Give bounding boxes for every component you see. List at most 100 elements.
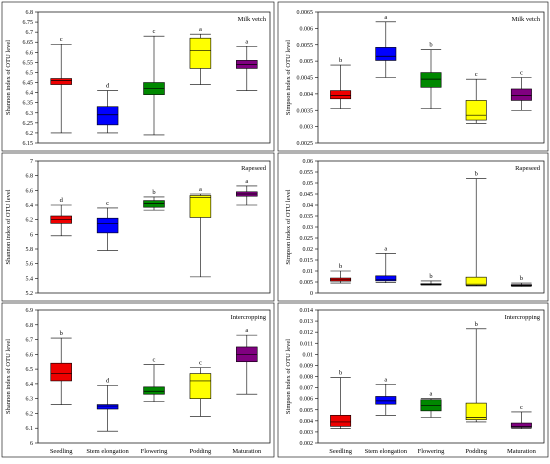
x-category-label: Flowering [141,448,168,455]
significance-letter: a [245,38,248,45]
significance-letter: d [106,83,110,90]
y-tick-label: 6.15 [23,141,34,147]
significance-letter: c [520,70,523,77]
plot-area [37,160,271,294]
plot-area [37,309,271,444]
y-tick-label: 0.0025 [297,141,314,147]
y-tick-label: 6.8 [26,10,34,16]
significance-letter: b [60,330,63,337]
y-tick-label: 0.004 [300,419,314,425]
y-tick-label: 0.003 [300,430,314,436]
y-tick-label: 0.012 [300,330,314,336]
y-tick-label: 6.4 [26,91,34,97]
y-tick-label: 0.05 [303,181,314,187]
significance-letter: a [199,26,202,33]
y-tick-label: 5.8 [26,247,34,253]
iqr-box [375,47,397,61]
chart-panel-4: 0 0.005 0.01 0.015 0.02 0.025 0.03 0.035 0.04 0.0… [277,152,549,302]
y-tick-label: 0.009 [300,363,314,369]
y-axis-label: Simpson index of OTU level [285,189,292,264]
y-axis-label: Shannon index of OTU level [5,40,12,115]
box-flowering: b [420,42,442,109]
significance-letter: c [153,357,156,364]
y-tick-label: 0.007 [300,386,314,392]
y-tick-label: 0.01 [303,352,314,358]
iqr-box [96,106,119,126]
box-podding: b [465,171,487,287]
significance-letter: b [475,171,478,178]
y-tick-label: 0.045 [300,192,314,198]
x-category-label: Seedling [50,448,73,455]
y-tick-label: 0.035 [300,214,314,220]
significance-letter: b [339,370,342,377]
plot-area [37,11,271,144]
iqr-box [143,386,165,395]
significance-letter: d [60,197,64,204]
y-tick-label: 6.9 [26,308,34,314]
box-stem-elongation: d [96,377,119,432]
box-maturation: c [510,404,532,429]
box-maturation: c [510,70,532,111]
box-flowering: c [143,28,165,136]
significance-letter: b [339,57,342,64]
y-tick-label: 6.2 [26,218,34,224]
chart-panel-3: 5.2 5.4 5.6 5.8 6 6.2 6.4 6.6 6.8 7 Shannon index … [1,152,275,302]
y-tick-label: 6.7 [26,338,34,344]
iqr-box [143,200,165,208]
y-tick-label: 6.2 [26,131,34,137]
y-tick-label: 5.4 [26,276,34,282]
y-tick-label: 0.015 [300,258,314,264]
y-tick-label: 6.6 [26,50,34,56]
iqr-box [510,422,532,428]
y-tick-label: 5.2 [26,291,34,297]
iqr-box [465,402,487,421]
y-tick-label: 6.3 [26,397,34,403]
panel-title: Intercropping [231,314,267,321]
box-stem-elongation: d [96,83,119,134]
y-tick-label: 6 [30,232,33,238]
y-axis-label: Shannon index of OTU level [5,339,12,414]
x-category-label: Podding [190,448,212,455]
box-podding: c [465,71,487,124]
box-seedling: c [50,36,72,134]
box-seedling: d [50,197,72,237]
y-tick-label: 0.006 [300,26,314,32]
y-tick-label: 0.004 [300,92,314,98]
significance-letter: c [106,200,109,207]
iqr-box [50,78,72,85]
y-tick-label: 0.01 [303,269,314,275]
y-tick-label: 0.0055 [297,43,314,49]
iqr-box [189,37,212,69]
x-category-label: Stem elongation [86,448,129,455]
panel-title: Milk vetch [512,16,541,23]
chart-panel-1: 6.15 6.2 6.25 6.3 6.35 6.4 6.45 6.5 6.55 6.6 6.65 6… [1,1,275,152]
y-tick-label: 6.6 [26,352,34,358]
significance-letter: d [106,377,110,384]
box-maturation: a [236,38,258,91]
y-tick-label: 0.013 [300,319,314,325]
y-tick-label: 0.006 [300,397,314,403]
box-podding: a [189,26,212,85]
panel-frame [1,302,275,458]
y-tick-label: 6.55 [23,60,34,66]
y-tick-label: 6.3 [26,111,34,117]
significance-letter: b [475,321,478,328]
y-tick-label: 6.8 [26,174,34,180]
y-tick-label: 6.8 [26,323,34,329]
y-tick-label: 7 [30,159,33,165]
y-tick-label: 0.011 [300,341,313,347]
y-tick-label: 0.0065 [297,10,314,16]
significance-letter: c [520,404,523,411]
iqr-box [50,362,72,382]
box-seedling: b [330,370,352,429]
y-tick-label: 6 [30,441,33,447]
iqr-box [96,404,119,410]
significance-letter: c [60,36,63,43]
significance-letter: a [384,376,387,383]
x-category-label: Flowering [418,448,445,455]
y-tick-label: 6.4 [26,203,34,209]
box-podding: c [189,360,212,417]
panel-frame [1,1,275,152]
significance-letter: b [520,275,523,282]
